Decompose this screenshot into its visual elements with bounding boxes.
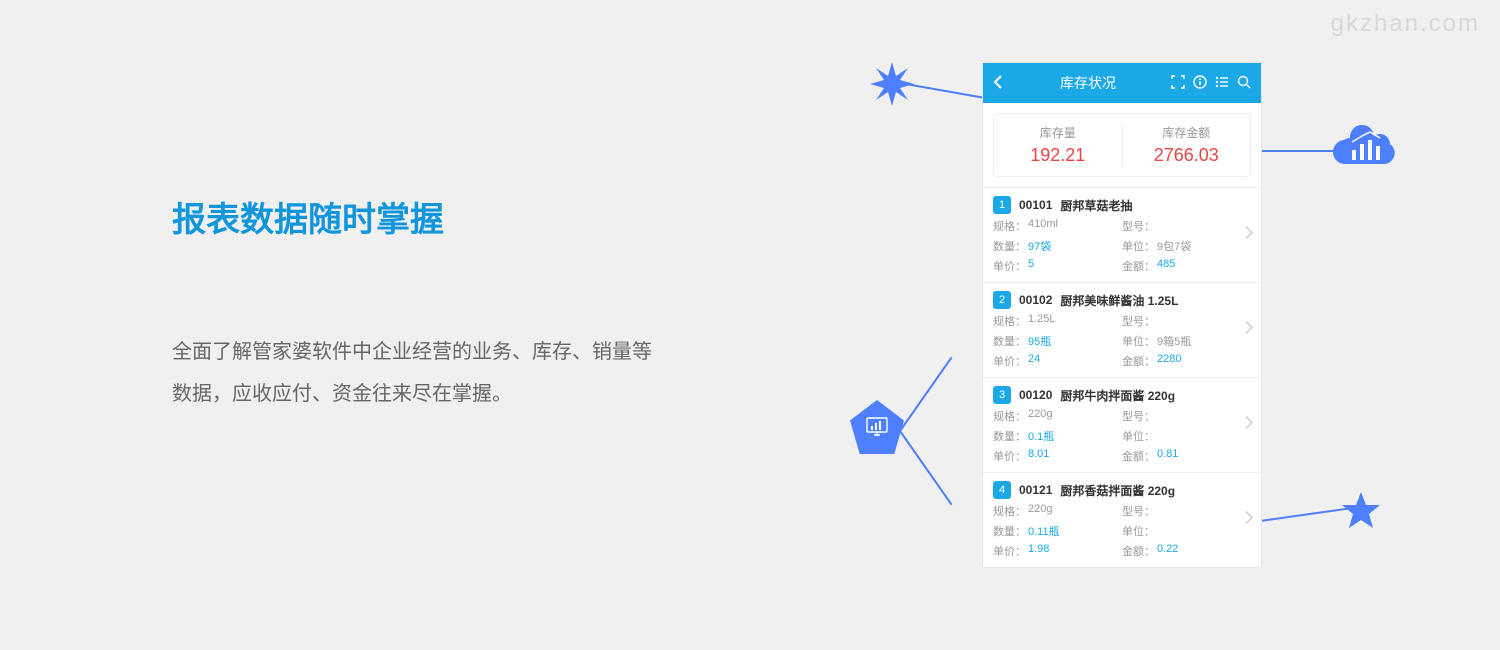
amount-label: 金额： — [1122, 353, 1155, 369]
item-code: 00121 — [1019, 483, 1052, 497]
list-item[interactable]: 1 00101 厨邦草菇老抽 规格：410ml 型号： 数量：97袋 单位：9包… — [983, 187, 1261, 282]
cloud-chart-icon — [1330, 120, 1400, 181]
amount-label: 金额： — [1122, 543, 1155, 559]
summary-value: 2766.03 — [1123, 145, 1251, 166]
price-value: 1.98 — [1028, 543, 1049, 559]
spec-label: 规格： — [993, 313, 1026, 329]
list-icon[interactable] — [1215, 75, 1229, 92]
unit-value: 9包7袋 — [1157, 238, 1191, 254]
spec-value: 410ml — [1028, 218, 1058, 234]
qty-label: 数量： — [993, 238, 1026, 254]
qty-label: 数量： — [993, 523, 1026, 539]
amount-label: 金额： — [1122, 258, 1155, 274]
model-label: 型号： — [1122, 218, 1155, 234]
left-content: 报表数据随时掌握 全面了解管家婆软件中企业经营的业务、库存、销量等数据，应收应付… — [172, 192, 652, 415]
price-label: 单价： — [993, 448, 1026, 464]
item-name: 厨邦香菇拌面酱 220g — [1060, 482, 1175, 499]
header-title: 库存状况 — [1005, 73, 1171, 93]
item-name: 厨邦牛肉拌面酱 220g — [1060, 387, 1175, 404]
search-icon[interactable] — [1237, 75, 1251, 92]
price-value: 24 — [1028, 353, 1040, 369]
qty-label: 数量： — [993, 428, 1026, 444]
item-code: 00102 — [1019, 293, 1052, 307]
amount-value: 2280 — [1157, 353, 1181, 369]
item-code: 00120 — [1019, 388, 1052, 402]
list-item[interactable]: 3 00120 厨邦牛肉拌面酱 220g 规格：220g 型号： 数量：0.1瓶… — [983, 377, 1261, 472]
price-label: 单价： — [993, 543, 1026, 559]
unit-value: 9箱5瓶 — [1157, 333, 1191, 349]
description-text: 全面了解管家婆软件中企业经营的业务、库存、销量等数据，应收应付、资金往来尽在掌握… — [172, 331, 652, 415]
item-name: 厨邦草菇老抽 — [1060, 197, 1132, 214]
price-value: 8.01 — [1028, 448, 1049, 464]
summary-amount: 库存金额 2766.03 — [1123, 124, 1251, 166]
price-value: 5 — [1028, 258, 1034, 274]
amount-value: 0.22 — [1157, 543, 1178, 559]
connector-line — [899, 430, 952, 505]
model-label: 型号： — [1122, 408, 1155, 424]
spec-label: 规格： — [993, 218, 1026, 234]
burst-icon — [870, 62, 914, 111]
phone-mockup: 库存状况 库存量 192.21 库存金额 2766.03 — [982, 62, 1262, 568]
spec-value: 220g — [1028, 408, 1052, 424]
price-label: 单价： — [993, 353, 1026, 369]
chevron-right-icon — [1245, 416, 1253, 435]
item-index-badge: 2 — [993, 291, 1011, 309]
summary-label: 库存金额 — [1123, 124, 1251, 141]
item-index-badge: 3 — [993, 386, 1011, 404]
list-item[interactable]: 4 00121 厨邦香菇拌面酱 220g 规格：220g 型号： 数量：0.11… — [983, 472, 1261, 567]
qty-value: 95瓶 — [1028, 333, 1051, 349]
spec-value: 220g — [1028, 503, 1052, 519]
summary-label: 库存量 — [994, 124, 1122, 141]
summary-card: 库存量 192.21 库存金额 2766.03 — [993, 113, 1251, 177]
spec-label: 规格： — [993, 408, 1026, 424]
watermark-text: gkzhan.com — [1331, 10, 1480, 38]
spec-label: 规格： — [993, 503, 1026, 519]
page-title: 报表数据随时掌握 — [172, 192, 652, 241]
unit-label: 单位： — [1122, 238, 1155, 254]
unit-label: 单位： — [1122, 523, 1155, 539]
chevron-right-icon — [1245, 511, 1253, 530]
qty-value: 0.1瓶 — [1028, 428, 1054, 444]
amount-value: 0.81 — [1157, 448, 1178, 464]
summary-qty: 库存量 192.21 — [994, 124, 1123, 166]
scan-icon[interactable] — [1171, 75, 1185, 92]
spec-value: 1.25L — [1028, 313, 1056, 329]
item-code: 00101 — [1019, 198, 1052, 212]
info-icon[interactable] — [1193, 75, 1207, 92]
price-label: 单价： — [993, 258, 1026, 274]
model-label: 型号： — [1122, 503, 1155, 519]
connector-line — [899, 357, 952, 432]
pentagon-icon — [850, 400, 904, 454]
qty-label: 数量： — [993, 333, 1026, 349]
item-index-badge: 4 — [993, 481, 1011, 499]
unit-label: 单位： — [1122, 333, 1155, 349]
chevron-right-icon — [1245, 226, 1253, 245]
summary-value: 192.21 — [994, 145, 1122, 166]
item-index-badge: 1 — [993, 196, 1011, 214]
chevron-right-icon — [1245, 321, 1253, 340]
back-icon[interactable] — [993, 74, 1005, 93]
items-list: 1 00101 厨邦草菇老抽 规格：410ml 型号： 数量：97袋 单位：9包… — [983, 187, 1261, 567]
star-icon — [1340, 490, 1382, 537]
model-label: 型号： — [1122, 313, 1155, 329]
app-header: 库存状况 — [983, 63, 1261, 103]
amount-label: 金额： — [1122, 448, 1155, 464]
item-name: 厨邦美味鲜酱油 1.25L — [1060, 292, 1178, 309]
unit-label: 单位： — [1122, 428, 1155, 444]
qty-value: 97袋 — [1028, 238, 1051, 254]
qty-value: 0.11瓶 — [1028, 523, 1060, 539]
amount-value: 485 — [1157, 258, 1175, 274]
list-item[interactable]: 2 00102 厨邦美味鲜酱油 1.25L 规格：1.25L 型号： 数量：95… — [983, 282, 1261, 377]
